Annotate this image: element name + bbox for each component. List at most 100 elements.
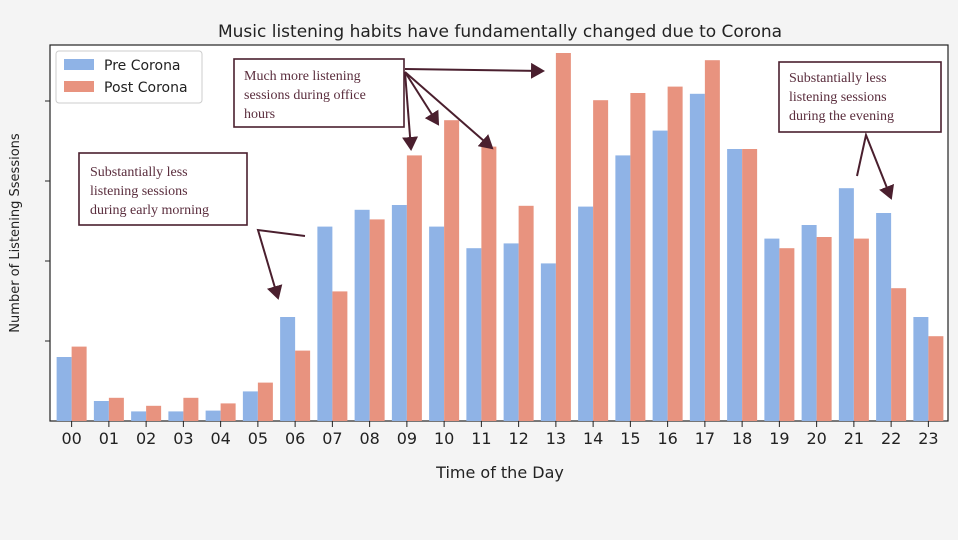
x-tick-label: 15 — [620, 429, 640, 448]
bar-pre-corona-05 — [242, 391, 258, 421]
bar-pre-corona-00 — [56, 357, 72, 421]
bar-post-corona-07 — [332, 291, 348, 421]
legend-label-pre-corona: Pre Corona — [104, 58, 181, 74]
x-tick-label: 07 — [322, 429, 342, 448]
annotation-line: Substantially less — [789, 71, 887, 86]
x-tick-label: 18 — [732, 429, 752, 448]
annotation-line: Substantially less — [90, 165, 188, 180]
legend-label-post-corona: Post Corona — [104, 80, 188, 96]
annotation-box — [233, 58, 405, 128]
bar-pre-corona-10 — [429, 226, 445, 421]
bar-pre-corona-23 — [913, 317, 929, 421]
bars-group — [56, 53, 944, 422]
bar-post-corona-16 — [667, 86, 683, 421]
x-tick-label: 06 — [285, 429, 305, 448]
annotation-box — [778, 61, 942, 133]
bar-pre-corona-11 — [466, 248, 482, 421]
x-tick-label: 20 — [806, 429, 826, 448]
x-tick-label: 03 — [173, 429, 193, 448]
bar-pre-corona-15 — [615, 155, 631, 421]
x-tick-label: 21 — [844, 429, 864, 448]
bar-post-corona-11 — [481, 146, 497, 421]
x-axis-title: Time of the Day — [435, 463, 564, 482]
bar-pre-corona-01 — [93, 401, 109, 421]
bar-pre-corona-08 — [354, 209, 370, 421]
legend-swatch-post-corona — [64, 81, 94, 92]
bar-pre-corona-20 — [801, 225, 817, 421]
bar-post-corona-05 — [257, 382, 273, 421]
bar-post-corona-01 — [108, 397, 124, 421]
annotation-line: during early morning — [90, 203, 209, 218]
x-ticks: 00 01 02 03 04 05 06 07 08 09 10 11 12 13 14 15 16 17 18 19… — [61, 421, 939, 448]
x-tick-label: 14 — [583, 429, 603, 448]
bar-post-corona-10 — [444, 120, 460, 421]
arrow-office-13 — [404, 62, 545, 79]
bar-pre-corona-21 — [838, 188, 854, 421]
bar-pre-corona-19 — [764, 238, 780, 421]
bar-pre-corona-14 — [578, 206, 594, 421]
x-tick-label: 13 — [546, 429, 566, 448]
bar-post-corona-23 — [928, 336, 944, 421]
bar-pre-corona-13 — [540, 263, 556, 421]
arrow-early-morning — [256, 228, 306, 300]
x-tick-label: 09 — [397, 429, 417, 448]
annotation-office-hours: Much more listening sessions during offi… — [233, 58, 405, 128]
bar-pre-corona-17 — [689, 93, 705, 422]
x-tick-label: 08 — [359, 429, 379, 448]
bar-post-corona-08 — [369, 219, 385, 421]
bar-post-corona-19 — [779, 248, 795, 421]
bar-pre-corona-07 — [317, 226, 333, 421]
annotation-box — [78, 152, 248, 226]
x-tick-label: 11 — [471, 429, 491, 448]
bar-post-corona-13 — [555, 53, 571, 421]
bar-post-corona-04 — [220, 403, 236, 421]
bar-post-corona-18 — [742, 149, 758, 421]
x-tick-label: 22 — [881, 429, 901, 448]
bar-pre-corona-22 — [876, 213, 892, 421]
bar-post-corona-00 — [71, 346, 87, 421]
annotation-line: listening sessions — [90, 184, 188, 199]
arrow-office-09 — [402, 71, 419, 151]
bar-post-corona-09 — [406, 155, 422, 421]
x-tick-label: 23 — [918, 429, 938, 448]
bar-post-corona-03 — [183, 397, 199, 421]
x-tick-label: 05 — [248, 429, 268, 448]
bar-post-corona-21 — [853, 238, 869, 421]
annotation-arrows — [256, 62, 895, 300]
x-tick-label: 10 — [434, 429, 454, 448]
annotation-line: sessions during office — [244, 88, 366, 103]
bar-pre-corona-16 — [652, 130, 668, 421]
x-tick-label: 04 — [210, 429, 230, 448]
bar-pre-corona-04 — [205, 410, 221, 421]
x-tick-label: 01 — [99, 429, 119, 448]
bar-pre-corona-03 — [168, 411, 184, 421]
bar-post-corona-06 — [295, 350, 311, 421]
bar-post-corona-15 — [630, 93, 646, 421]
bar-pre-corona-09 — [391, 205, 407, 421]
y-ticks — [45, 100, 50, 342]
bar-post-corona-22 — [891, 288, 907, 421]
bar-post-corona-20 — [816, 237, 832, 421]
arrow-evening — [856, 131, 895, 200]
bar-pre-corona-02 — [131, 411, 147, 421]
bar-pre-corona-06 — [280, 317, 296, 421]
legend: Pre Corona Post Corona — [55, 50, 203, 104]
arrow-office-10 — [404, 71, 440, 126]
annotation-early-morning: Substantially less listening sessions du… — [78, 152, 248, 226]
x-tick-label: 00 — [61, 429, 81, 448]
annotation-evening: Substantially less listening sessions du… — [778, 61, 942, 133]
annotation-line: hours — [244, 107, 275, 122]
legend-swatch-pre-corona — [64, 59, 94, 70]
x-tick-label: 12 — [508, 429, 528, 448]
bar-post-corona-14 — [593, 100, 609, 421]
chart-title: Music listening habits have fundamentall… — [218, 22, 782, 42]
annotation-line: listening sessions — [789, 90, 887, 105]
arrow-office-11 — [404, 71, 494, 150]
x-tick-label: 19 — [769, 429, 789, 448]
bar-pre-corona-12 — [503, 243, 519, 421]
bar-post-corona-02 — [146, 405, 162, 421]
x-tick-label: 16 — [657, 429, 677, 448]
y-axis-title: Number of Listening Ssessions — [8, 133, 23, 333]
